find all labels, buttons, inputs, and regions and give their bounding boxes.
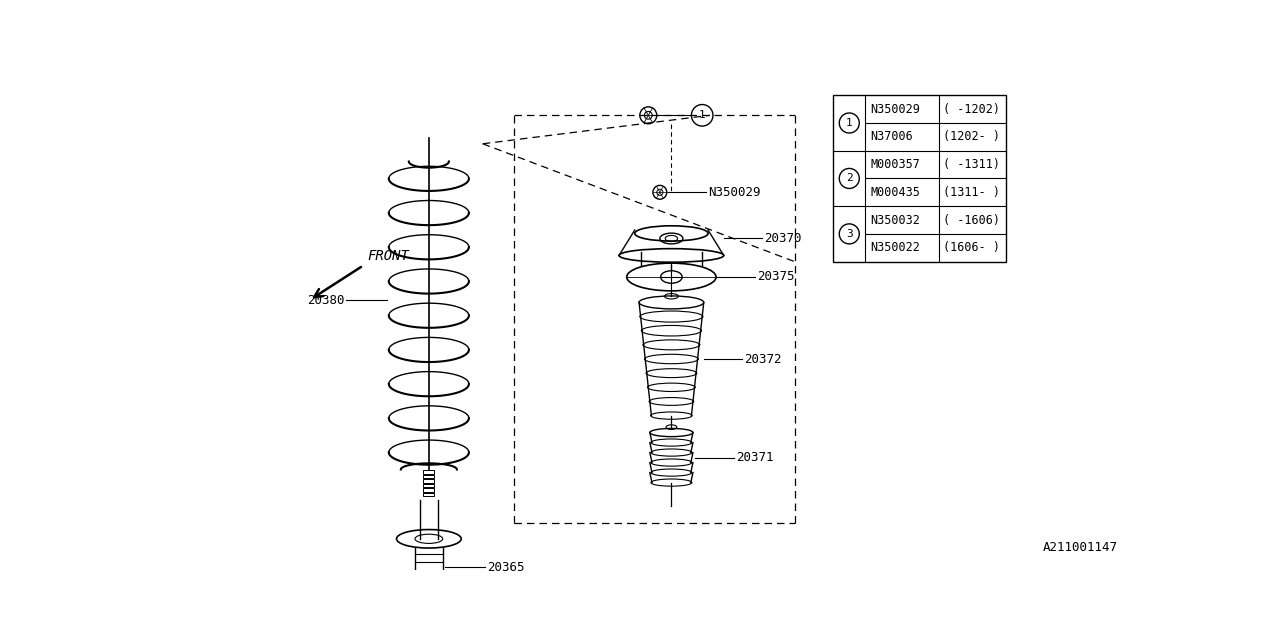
Text: 2: 2 xyxy=(846,173,852,184)
Text: (1311- ): (1311- ) xyxy=(943,186,1000,199)
Text: 20375: 20375 xyxy=(756,271,795,284)
Text: ( -1311): ( -1311) xyxy=(943,158,1000,171)
Text: N37006: N37006 xyxy=(870,131,913,143)
Text: 20370: 20370 xyxy=(764,232,803,245)
Text: ( -1606): ( -1606) xyxy=(943,214,1000,227)
Text: N350032: N350032 xyxy=(870,214,920,227)
Text: 20371: 20371 xyxy=(736,451,773,464)
Text: M000357: M000357 xyxy=(870,158,920,171)
Text: N350029: N350029 xyxy=(870,102,920,116)
Bar xyxy=(833,95,1006,262)
Text: (1202- ): (1202- ) xyxy=(943,131,1000,143)
Text: FRONT: FRONT xyxy=(367,249,410,263)
Text: 20365: 20365 xyxy=(488,561,525,574)
Bar xyxy=(424,493,434,497)
Text: 3: 3 xyxy=(846,229,852,239)
Bar xyxy=(424,484,434,488)
Text: M000435: M000435 xyxy=(870,186,920,199)
Text: ( -1202): ( -1202) xyxy=(943,102,1000,116)
Text: 1: 1 xyxy=(846,118,852,128)
Text: 1: 1 xyxy=(699,110,705,120)
Text: N350029: N350029 xyxy=(708,186,760,199)
Bar xyxy=(424,479,434,483)
Text: (1606- ): (1606- ) xyxy=(943,241,1000,254)
Text: A211001147: A211001147 xyxy=(1043,541,1117,554)
Bar xyxy=(424,475,434,479)
Text: 20380: 20380 xyxy=(307,294,344,307)
Text: N350022: N350022 xyxy=(870,241,920,254)
Text: 20372: 20372 xyxy=(745,353,782,365)
Bar xyxy=(424,488,434,492)
Bar xyxy=(424,470,434,474)
